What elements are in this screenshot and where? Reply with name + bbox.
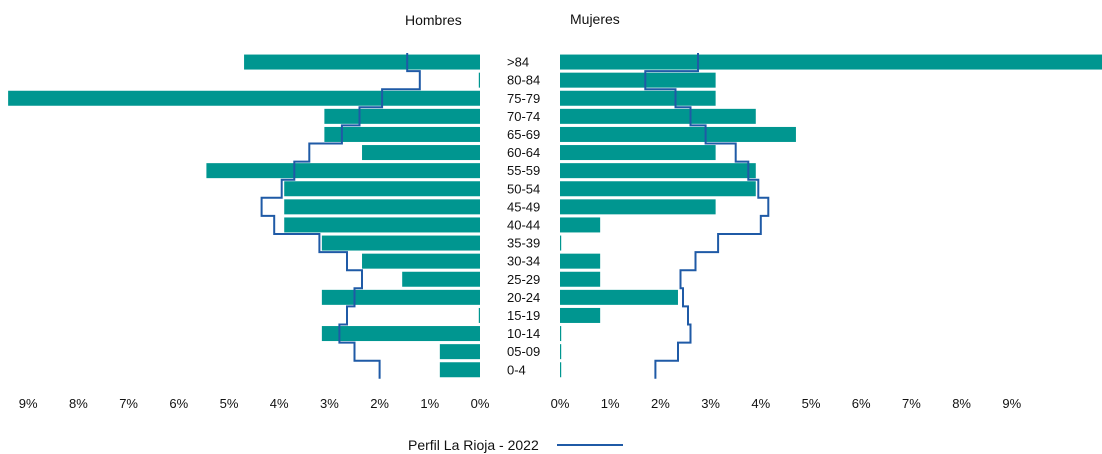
bar-left-50-54 — [284, 181, 480, 197]
bar-left-0-4 — [439, 362, 480, 378]
age-label: 45-49 — [507, 199, 540, 214]
age-label: 35-39 — [507, 236, 540, 251]
age-label: 0-4 — [507, 362, 526, 377]
age-label: 40-44 — [507, 217, 540, 232]
age-label: 80-84 — [507, 73, 540, 88]
x-tick-left: 3% — [320, 396, 339, 411]
x-tick-right: 6% — [852, 396, 871, 411]
x-tick-left: 7% — [119, 396, 138, 411]
x-tick-left: 6% — [169, 396, 188, 411]
bar-left-70-74 — [324, 108, 480, 124]
bar-right->84 — [560, 54, 1102, 70]
bar-right-65-69 — [560, 126, 796, 142]
bar-right-50-54 — [560, 181, 756, 197]
age-label: 25-29 — [507, 272, 540, 287]
age-label: 10-14 — [507, 326, 540, 341]
bar-right-05-09 — [560, 344, 562, 360]
x-tick-right: 7% — [902, 396, 921, 411]
bar-right-80-84 — [560, 72, 716, 88]
x-tick-right: 4% — [751, 396, 770, 411]
bar-left-45-49 — [284, 199, 480, 215]
x-tick-left: 2% — [370, 396, 389, 411]
x-tick-right: 2% — [651, 396, 670, 411]
legend: Perfil La Rioja - 2022 — [408, 437, 623, 453]
bar-left-80-84 — [478, 72, 480, 88]
bar-left-30-34 — [362, 253, 480, 269]
bar-right-60-64 — [560, 145, 716, 161]
bar-right-15-19 — [560, 307, 601, 323]
bar-left-60-64 — [362, 145, 480, 161]
bar-left-55-59 — [206, 163, 480, 179]
bar-left-65-69 — [324, 126, 480, 142]
bar-right-35-39 — [560, 235, 562, 251]
bar-right-20-24 — [560, 289, 678, 305]
x-tick-right: 3% — [701, 396, 720, 411]
women-header: Mujeres — [570, 11, 620, 27]
age-label: 60-64 — [507, 145, 540, 160]
bar-right-75-79 — [560, 90, 716, 106]
x-tick-left: 5% — [220, 396, 239, 411]
bar-right-10-14 — [560, 326, 562, 342]
x-tick-right: 8% — [952, 396, 971, 411]
x-tick-left: 4% — [270, 396, 289, 411]
x-tick-right: 9% — [1002, 396, 1021, 411]
legend-label: Perfil La Rioja - 2022 — [408, 437, 539, 453]
bar-left-20-24 — [321, 289, 480, 305]
profile-line-women — [644, 53, 770, 379]
legend-line-swatch — [556, 444, 623, 446]
age-label: 05-09 — [507, 344, 540, 359]
x-tick-right: 1% — [601, 396, 620, 411]
x-tick-left: 8% — [69, 396, 88, 411]
bar-right-25-29 — [560, 271, 601, 287]
bar-right-70-74 — [560, 108, 756, 124]
bar-left-10-14 — [321, 326, 480, 342]
age-label: 65-69 — [507, 127, 540, 142]
bar-left-75-79 — [8, 90, 481, 106]
bar-left->84 — [244, 54, 480, 70]
age-label: >84 — [507, 55, 529, 70]
bar-left-35-39 — [321, 235, 480, 251]
men-header: Hombres — [405, 12, 462, 28]
profile-line-men — [260, 53, 421, 379]
bar-right-30-34 — [560, 253, 601, 269]
bar-right-45-49 — [560, 199, 716, 215]
bar-right-55-59 — [560, 163, 756, 179]
bar-left-40-44 — [284, 217, 480, 233]
age-label: 15-19 — [507, 308, 540, 323]
age-label: 75-79 — [507, 91, 540, 106]
bar-left-15-19 — [478, 307, 480, 323]
age-label: 20-24 — [507, 290, 540, 305]
age-label: 30-34 — [507, 254, 540, 269]
bar-right-40-44 — [560, 217, 601, 233]
x-tick-left: 0% — [471, 396, 490, 411]
bar-right-0-4 — [560, 362, 562, 378]
age-label: 50-54 — [507, 181, 540, 196]
x-tick-left: 9% — [19, 396, 38, 411]
bar-left-25-29 — [402, 271, 480, 287]
x-tick-right: 0% — [551, 396, 570, 411]
age-label: 70-74 — [507, 109, 540, 124]
x-tick-right: 5% — [802, 396, 821, 411]
x-tick-left: 1% — [420, 396, 439, 411]
bar-left-05-09 — [439, 344, 480, 360]
age-label: 55-59 — [507, 163, 540, 178]
